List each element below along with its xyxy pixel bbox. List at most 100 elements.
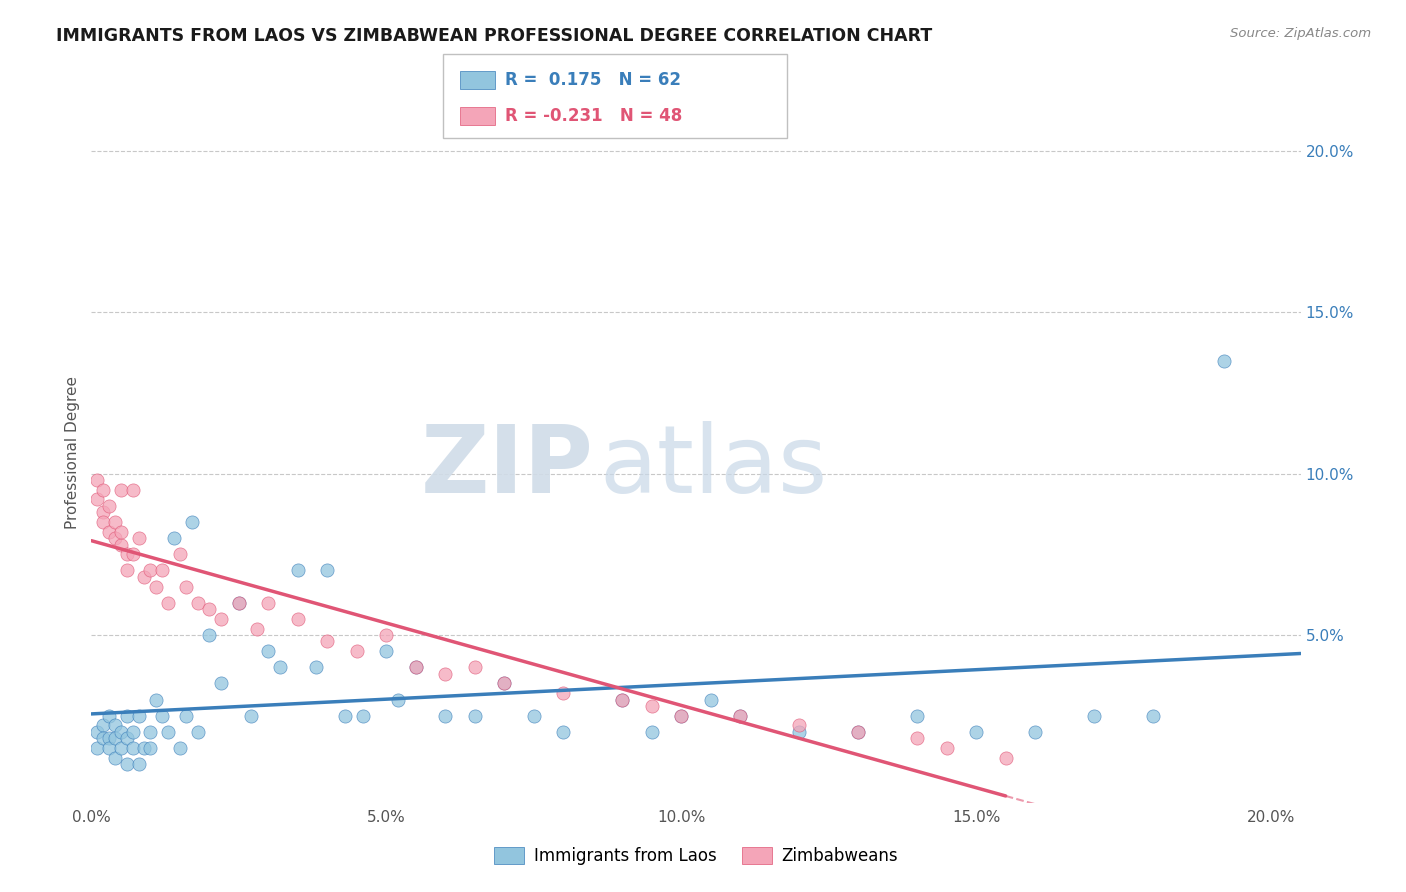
Point (104, 515, 127, 529)
Point (86, 492, 108, 507)
Text: R =  0.175   N = 62: R = 0.175 N = 62 (505, 71, 681, 89)
Point (104, 750, 127, 764)
Point (91, 718, 114, 732)
Point (150, 708, 173, 723)
Point (787, 724, 810, 739)
Point (187, 596, 209, 610)
Point (145, 692, 167, 706)
Point (553, 686, 575, 700)
Point (145, 580, 167, 594)
Point (115, 757, 138, 772)
Point (86, 473, 108, 487)
Text: R = -0.231   N = 48: R = -0.231 N = 48 (505, 107, 682, 125)
Point (86, 724, 108, 739)
Point (121, 483, 143, 497)
Point (134, 570, 156, 584)
Point (121, 741, 143, 756)
Point (405, 660, 427, 674)
Point (134, 741, 156, 756)
Point (1083, 708, 1105, 723)
Point (434, 666, 457, 681)
Point (98, 731, 121, 746)
Point (269, 660, 291, 674)
Y-axis label: Professional Degree: Professional Degree (65, 376, 80, 529)
Point (86, 741, 108, 756)
Point (346, 644, 368, 658)
Point (128, 531, 150, 545)
Point (304, 660, 326, 674)
Point (905, 708, 928, 723)
Point (671, 708, 693, 723)
Point (1024, 724, 1046, 739)
Text: atlas: atlas (599, 421, 828, 513)
Point (257, 596, 280, 610)
Point (115, 564, 138, 578)
Point (612, 692, 634, 706)
Point (110, 524, 132, 539)
Point (139, 724, 162, 739)
Point (198, 628, 221, 642)
Point (787, 718, 810, 732)
Text: Source: ZipAtlas.com: Source: ZipAtlas.com (1230, 27, 1371, 40)
Point (121, 547, 143, 561)
Point (104, 731, 127, 746)
Point (157, 724, 180, 739)
Point (98, 708, 121, 723)
Point (494, 676, 516, 690)
Point (209, 612, 232, 626)
Point (387, 692, 409, 706)
Point (728, 708, 751, 723)
Point (104, 531, 127, 545)
Point (846, 724, 869, 739)
Point (494, 676, 516, 690)
Point (671, 708, 693, 723)
Point (104, 718, 127, 732)
Point (110, 724, 132, 739)
Point (110, 483, 132, 497)
Point (333, 708, 356, 723)
Point (728, 708, 751, 723)
Point (523, 708, 546, 723)
Point (91, 483, 114, 497)
Point (91, 515, 114, 529)
Point (905, 731, 928, 746)
Point (287, 612, 309, 626)
Point (1142, 708, 1164, 723)
Point (612, 692, 634, 706)
Point (699, 692, 721, 706)
Point (316, 564, 339, 578)
Point (641, 698, 664, 713)
Text: IMMIGRANTS FROM LAOS VS ZIMBABWEAN PROFESSIONAL DEGREE CORRELATION CHART: IMMIGRANTS FROM LAOS VS ZIMBABWEAN PROFE… (56, 27, 932, 45)
Point (91, 731, 114, 746)
Point (965, 724, 987, 739)
Point (245, 622, 267, 636)
Point (434, 708, 457, 723)
Point (846, 724, 869, 739)
Point (198, 602, 221, 616)
Point (375, 628, 398, 642)
Point (139, 564, 162, 578)
Point (228, 596, 250, 610)
Point (375, 644, 398, 658)
Point (98, 524, 121, 539)
Point (287, 564, 309, 578)
Point (180, 515, 202, 529)
Point (163, 531, 186, 545)
Text: ZIP: ZIP (420, 421, 593, 513)
Point (187, 724, 209, 739)
Point (1212, 353, 1234, 368)
Point (174, 708, 197, 723)
Point (115, 731, 138, 746)
Legend: Immigrants from Laos, Zimbabweans: Immigrants from Laos, Zimbabweans (486, 840, 905, 871)
Point (98, 741, 121, 756)
Point (91, 505, 114, 519)
Point (121, 724, 143, 739)
Point (150, 564, 173, 578)
Point (994, 750, 1017, 764)
Point (139, 741, 162, 756)
Point (128, 757, 150, 772)
Point (110, 741, 132, 756)
Point (935, 741, 957, 756)
Point (209, 676, 232, 690)
Point (464, 660, 486, 674)
